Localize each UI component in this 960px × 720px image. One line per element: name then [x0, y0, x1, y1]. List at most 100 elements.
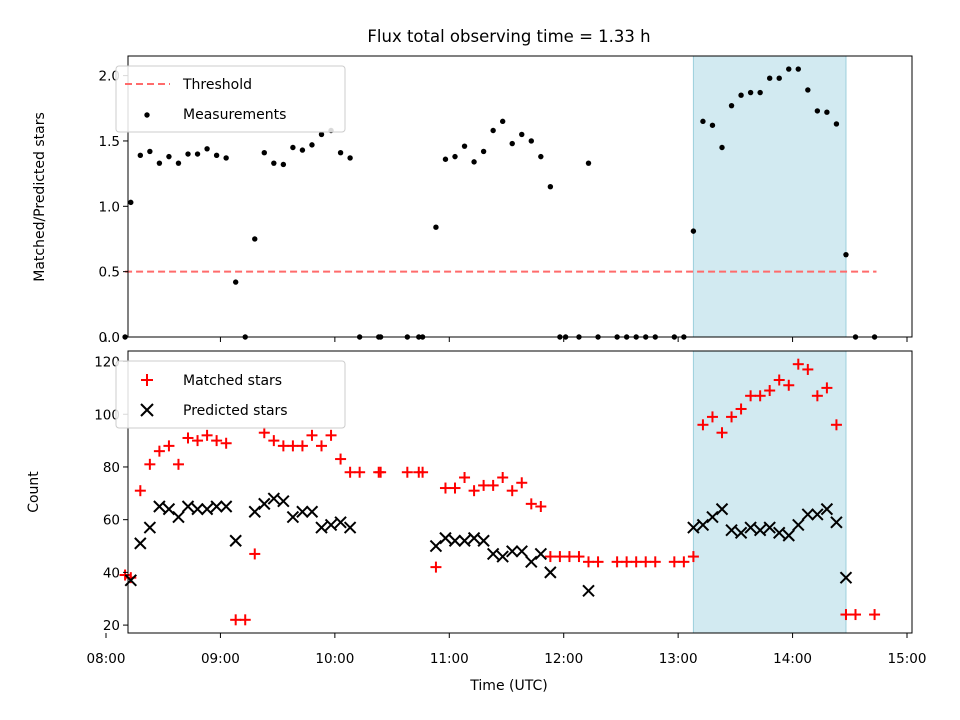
matched-star-point: [525, 498, 537, 510]
measurement-point: [480, 148, 487, 155]
predicted-star-point: [305, 505, 319, 518]
measurement-point: [147, 148, 153, 155]
matched-star-point: [172, 458, 184, 470]
predicted-star-point: [200, 502, 214, 516]
matched-star-point: [230, 614, 242, 626]
matched-star-point: [153, 445, 165, 457]
matched-star-point: [640, 556, 652, 568]
matched-star-point: [802, 363, 814, 375]
legend-measurements-label: Measurements: [183, 107, 286, 123]
measurement-point: [128, 199, 134, 206]
bottom-axes-frame: [127, 350, 913, 634]
bottom-x-axis-label: Time (UTC): [469, 678, 547, 694]
matched-star-point: [497, 472, 509, 484]
matched-star-point: [745, 390, 757, 402]
matched-star-point: [430, 561, 442, 573]
matched-star-point: [821, 382, 833, 394]
measurement-point: [461, 143, 468, 149]
measurement-point: [776, 75, 782, 81]
matched-star-point: [869, 609, 881, 621]
bottom-y-tick-label: 40: [103, 565, 120, 581]
matched-star-point: [354, 466, 366, 478]
legend-predicted-label: Predicted stars: [183, 403, 288, 419]
measurement-point: [843, 251, 849, 258]
measurement-point: [232, 279, 239, 285]
measurement-point: [280, 161, 287, 168]
bottom-y-axis-label: Count: [26, 471, 42, 513]
measurement-point: [738, 92, 744, 98]
measurement-point: [442, 156, 449, 162]
measurement-point: [337, 150, 344, 156]
measurement-point: [471, 159, 477, 165]
top-axes-frame: [127, 55, 913, 338]
measurement-point: [137, 152, 144, 159]
matched-star-point: [249, 548, 261, 560]
matched-star-point: [830, 419, 842, 431]
matched-star-point: [487, 479, 499, 491]
bottom-x-tick-label: 09:00: [201, 651, 240, 667]
measurement-point: [347, 155, 353, 161]
measurement-point: [223, 155, 229, 161]
legend-predicted-swatch: [140, 403, 154, 417]
measurement-point: [175, 160, 182, 166]
matched-star-point: [459, 472, 471, 484]
predicted-star-point: [582, 584, 595, 598]
measurement-point: [318, 131, 325, 138]
measurement-point: [814, 108, 821, 114]
predicted-star-point: [334, 516, 347, 529]
matched-star-point: [840, 609, 852, 621]
matched-star-point: [611, 556, 623, 568]
legend-measurements-swatch: [144, 112, 150, 118]
measurement-point: [528, 138, 534, 144]
matched-star-point: [468, 485, 480, 497]
matched-star-point: [211, 435, 223, 447]
matched-star-point: [258, 427, 270, 439]
measurement-point: [757, 89, 763, 96]
predicted-star-point: [839, 571, 853, 584]
top-highlight-span: [692, 55, 847, 338]
predicted-star-point: [448, 534, 462, 547]
matched-star-point: [296, 440, 308, 452]
bottom-x-tick-label: 10:00: [315, 651, 354, 667]
matched-star-point: [792, 358, 804, 370]
legend-matched-label: Matched stars: [183, 373, 282, 389]
matched-star-point: [554, 551, 566, 563]
matched-star-point: [754, 390, 766, 402]
matched-star-point: [287, 440, 299, 452]
predicted-star-point: [725, 524, 738, 537]
matched-star-point: [506, 485, 518, 497]
bottom-legend-box: [115, 360, 346, 429]
predicted-star-point: [296, 505, 309, 518]
legend-matched-swatch: [141, 374, 153, 386]
bottom-x-tick-label: 11:00: [430, 651, 469, 667]
bottom-y-tick-label: 20: [103, 618, 120, 634]
measurement-point: [719, 144, 725, 151]
matched-star-point: [735, 403, 747, 415]
matched-star-point: [773, 374, 785, 386]
predicted-star-point: [782, 529, 795, 542]
predicted-star-point: [267, 492, 281, 505]
matched-star-point: [220, 437, 232, 449]
top-legend: Threshold Measurements: [115, 65, 346, 133]
measurement-point: [499, 118, 506, 125]
predicted-star-point: [706, 510, 719, 524]
top-y-tick-label: 1.0: [99, 199, 120, 215]
measurement-point: [156, 160, 163, 166]
measurement-point: [166, 153, 172, 160]
measurement-point: [833, 121, 840, 127]
matched-star-point: [563, 551, 575, 563]
measurement-point: [795, 66, 801, 72]
matched-star-point: [306, 429, 318, 441]
ratio-panel: 0.00.51.01.52.0 Matched/Predicted stars …: [32, 55, 913, 346]
predicted-star-point: [191, 502, 204, 516]
matched-star-point: [277, 440, 289, 452]
matched-star-point: [325, 429, 337, 441]
matched-star-point: [201, 429, 213, 441]
bottom-y-tick-label: 80: [103, 460, 120, 476]
matched-star-point: [268, 435, 280, 447]
measurement-point: [261, 150, 267, 156]
measurement-point: [690, 228, 697, 234]
predicted-star-point: [496, 550, 509, 563]
predicted-star-point: [458, 534, 471, 547]
predicted-star-point: [324, 518, 338, 532]
